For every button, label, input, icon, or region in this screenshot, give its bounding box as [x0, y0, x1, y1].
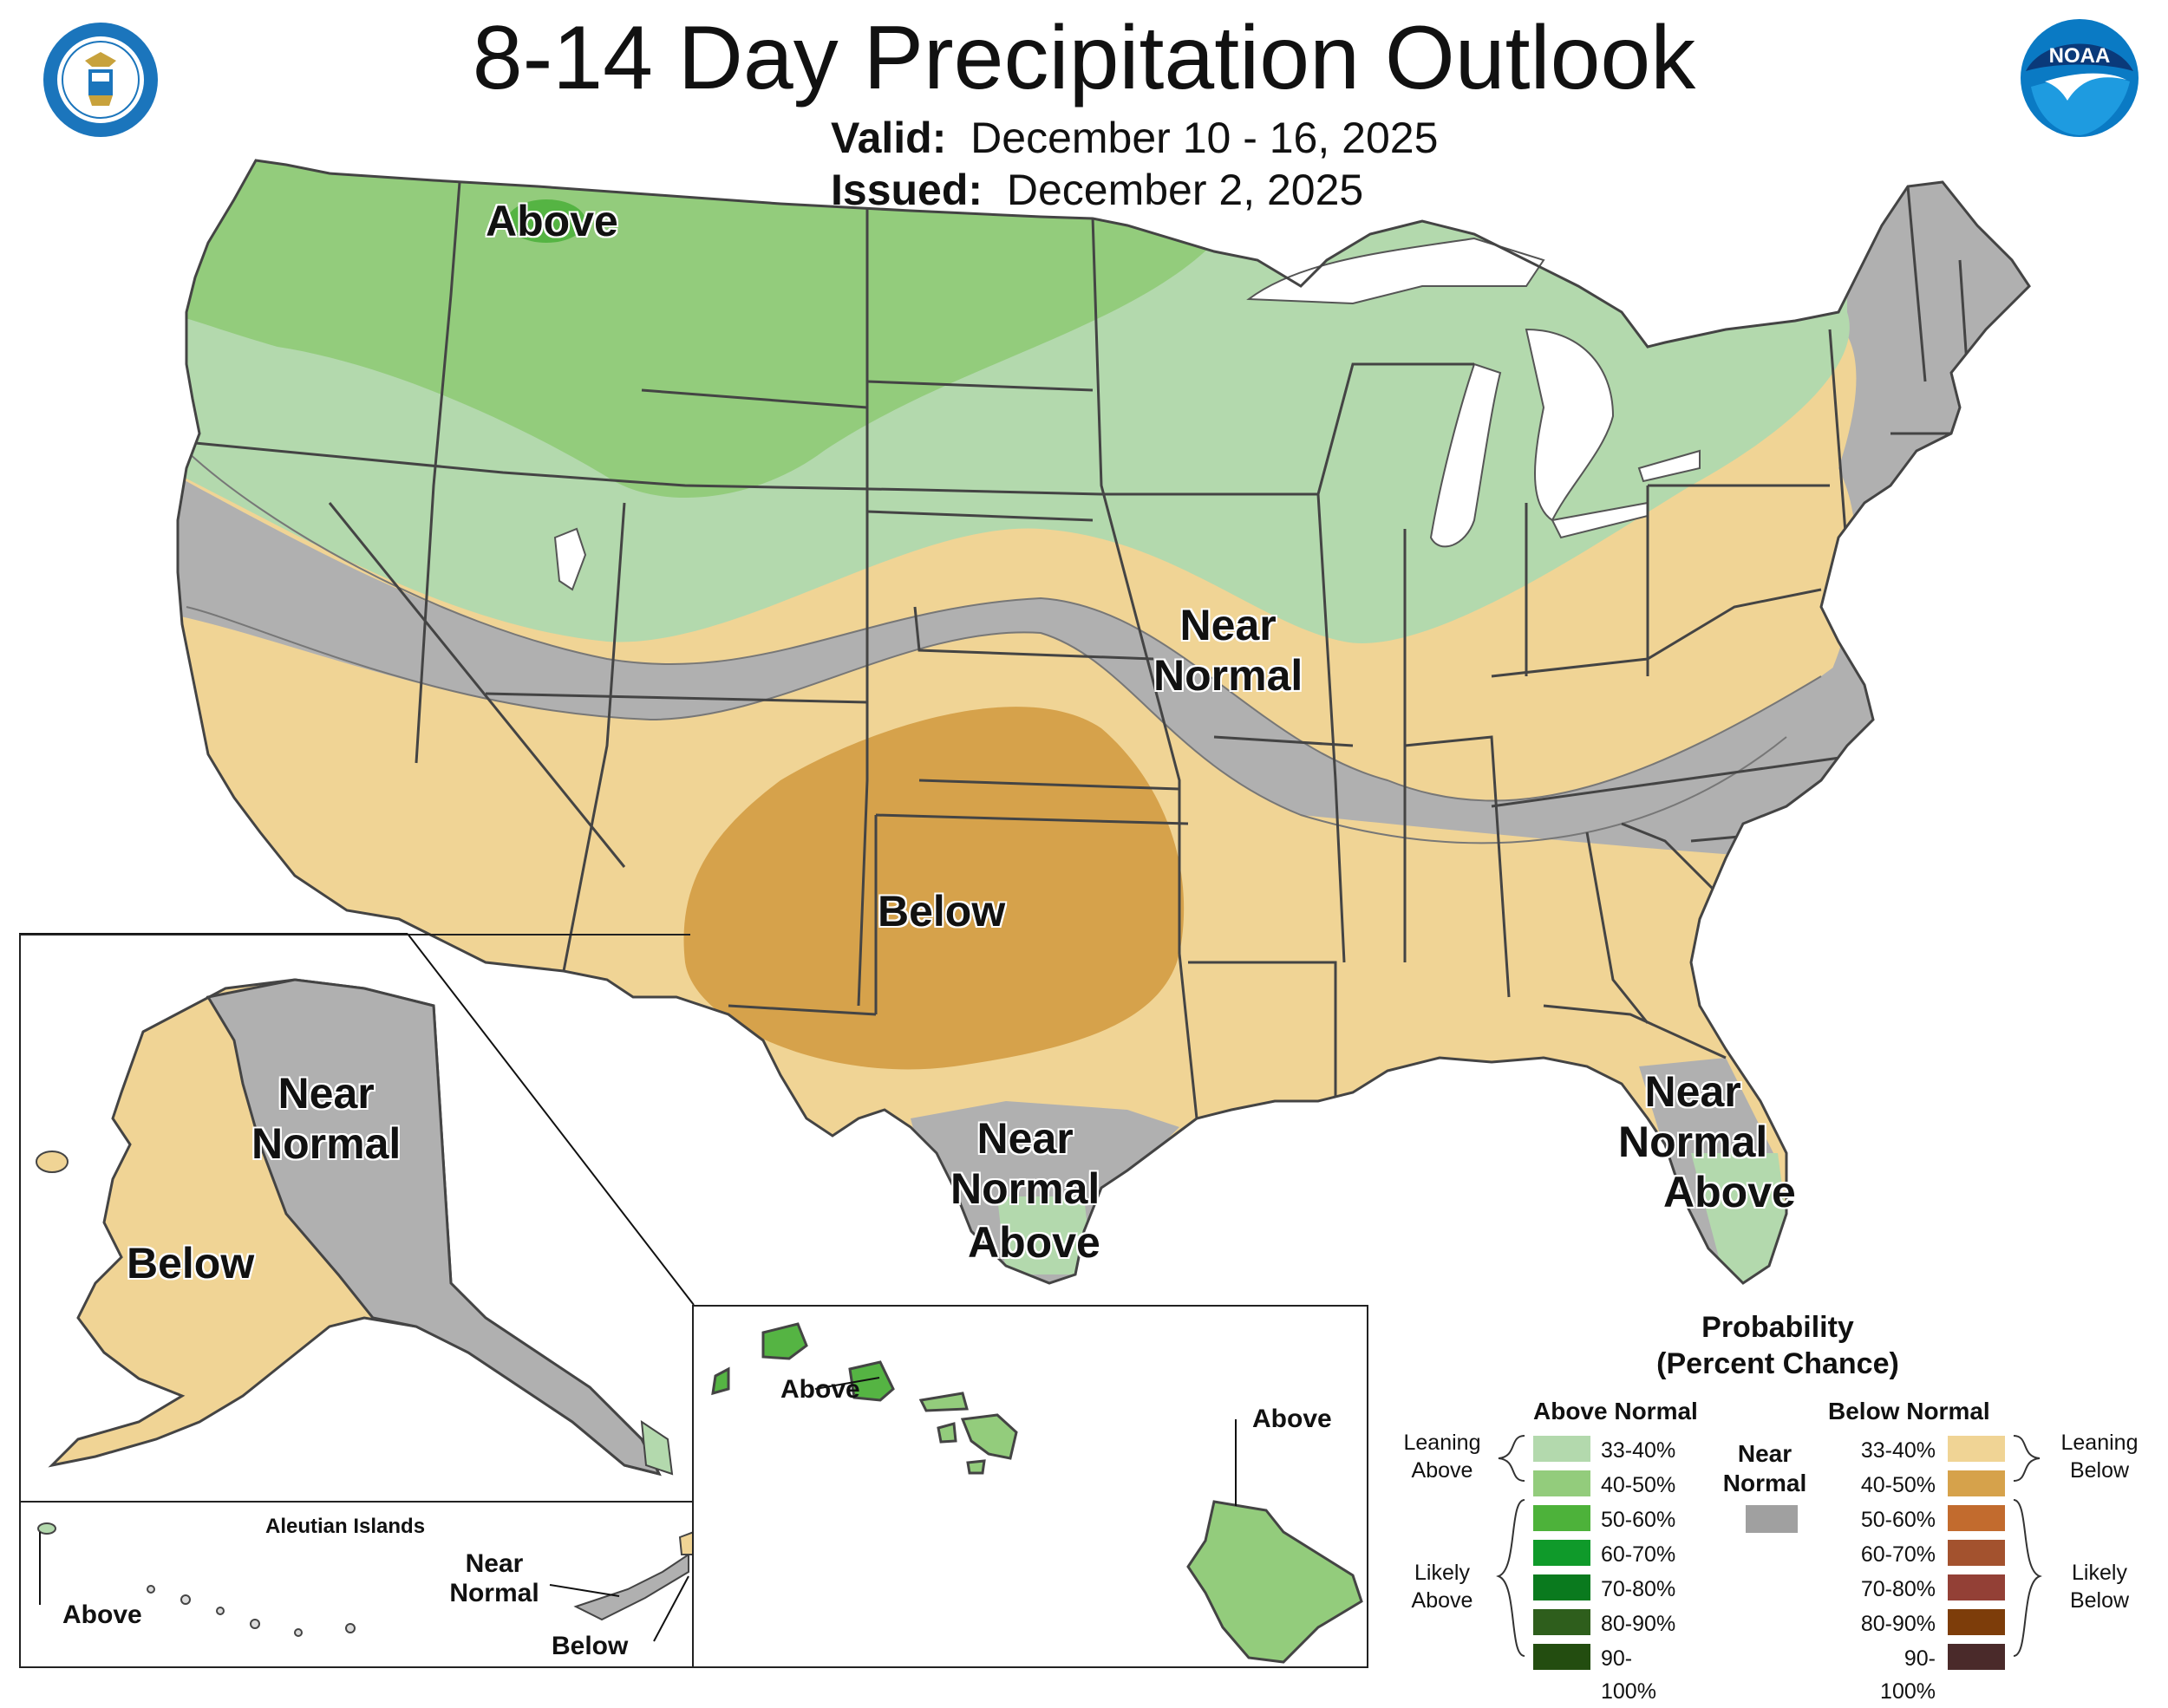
legend-above-swatch: [1533, 1644, 1590, 1670]
legend-likely-above: Likely Above: [1411, 1561, 1473, 1613]
legend-below-swatch: [1948, 1609, 2005, 1635]
legend-above-heading: Above Normal: [1533, 1398, 1698, 1424]
valid-label: Valid:: [831, 114, 947, 162]
aleutian-near-normal-label: Near Normal: [449, 1549, 539, 1607]
department-of-commerce-seal-icon: [43, 23, 158, 137]
legend-above-swatch: [1533, 1505, 1590, 1531]
big-island: [1186, 1500, 1363, 1664]
legend-near-normal-swatch: [1746, 1505, 1798, 1533]
legend-title: Probability (Percent Chance): [1630, 1309, 1925, 1382]
label-above-texas: Above: [968, 1218, 1100, 1267]
noaa-logo-text: NOAA: [2049, 44, 2111, 68]
lake-huron: [1525, 328, 1615, 522]
alaska-near-normal-zone: [206, 978, 662, 1477]
legend-below-swatch: [1948, 1644, 2005, 1670]
legend-below-range-label: 60-70%: [1860, 1542, 1936, 1567]
hawaii-inset: Above Above: [692, 1305, 1368, 1668]
legend-below-swatch: [1948, 1505, 2005, 1531]
maui: [960, 1413, 1018, 1460]
label-below-south: Below: [878, 887, 1006, 935]
legend-below-swatch: [1948, 1436, 2005, 1462]
legend-above-range-label: 70-80%: [1601, 1577, 1676, 1601]
legend-below-range-label: 33-40%: [1860, 1438, 1936, 1463]
oahu: [848, 1360, 895, 1402]
kahoolawe: [966, 1459, 986, 1475]
aleutian-above-label: Above: [62, 1600, 142, 1629]
legend: Probability (Percent Chance) Above Norma…: [1388, 1301, 2151, 1704]
legend-above-range-label: 90-100%: [1601, 1646, 1656, 1704]
label-near-normal-florida: Near Normal: [1618, 1067, 1768, 1166]
hawaii-above-label-left: Above: [780, 1375, 860, 1404]
legend-below-range-label: 90-100%: [1880, 1646, 1936, 1704]
lake-michigan: [1429, 362, 1502, 548]
zone-boundaries: [186, 450, 1822, 844]
legend-near-normal: Near Normal: [1722, 1440, 1807, 1496]
legend-leaning-above: Leaning Above: [1403, 1431, 1481, 1483]
legend-above-range-label: 80-90%: [1601, 1612, 1676, 1636]
legend-above-swatch: [1533, 1540, 1590, 1566]
alaska-inset: [19, 934, 690, 1503]
noaa-logo-icon: NOAA: [2021, 19, 2139, 137]
legend-below-heading: Below Normal: [1828, 1398, 1990, 1424]
conus-outline: [176, 159, 2031, 1285]
legend-below-range-label: 80-90%: [1860, 1612, 1936, 1636]
hawaii-above-label-right: Above: [1252, 1405, 1332, 1433]
legend-likely-below: Likely Below: [2069, 1561, 2130, 1613]
label-near-normal-central: Near Normal: [1153, 601, 1303, 700]
label-near-normal-texas: Near Normal: [950, 1114, 1100, 1213]
legend-below-range-label: 50-60%: [1860, 1508, 1936, 1532]
molokai: [918, 1392, 969, 1412]
label-above-north: Above: [486, 197, 618, 245]
legend-below-range-label: 40-50%: [1860, 1473, 1936, 1497]
legend-above-swatch: [1533, 1470, 1590, 1496]
lake-ontario: [1637, 449, 1701, 483]
issued-label: Issued:: [831, 166, 983, 214]
kauai: [761, 1322, 808, 1360]
label-alaska-near-normal: Near Normal: [251, 1069, 402, 1168]
legend-above-swatch: [1533, 1574, 1590, 1600]
issued-value: December 2, 2025: [1006, 166, 1364, 214]
valid-dates: Valid: December 10 - 16, 2025: [831, 111, 1438, 165]
legend-above-range-label: 40-50%: [1601, 1473, 1676, 1497]
aleutian-inset-title: Aleutian Islands: [265, 1515, 426, 1538]
legend-below-swatch: [1948, 1574, 2005, 1600]
label-above-florida: Above: [1663, 1168, 1796, 1216]
lake-superior: [1246, 237, 1545, 305]
aleutian-inset: Aleutian Islands Above Near Normal Below: [19, 1501, 695, 1668]
legend-above-range-label: 50-60%: [1601, 1508, 1676, 1532]
legend-below-range-label: 70-80%: [1860, 1577, 1936, 1601]
hawaii-islands-svg: [711, 1322, 1363, 1664]
legend-title-line1: Probability: [1701, 1311, 1854, 1344]
legend-leaning-below: Leaning Below: [2060, 1431, 2139, 1483]
legend-title-line2: (Percent Chance): [1656, 1347, 1899, 1380]
lanai: [937, 1422, 957, 1444]
aleutian-below-label: Below: [552, 1632, 629, 1660]
legend-below-swatch: [1948, 1540, 2005, 1566]
aleutian-islands-svg: [37, 1522, 694, 1642]
legend-braces: [1496, 1435, 2042, 1657]
header: 8-14 Day Precipitation Outlook Valid: De…: [0, 0, 2168, 225]
valid-value: December 10 - 16, 2025: [970, 114, 1439, 162]
legend-above-swatch: [1533, 1436, 1590, 1462]
legend-above-range-label: 33-40%: [1601, 1438, 1676, 1463]
legend-above-range-label: 60-70%: [1601, 1542, 1676, 1567]
great-salt-lake: [553, 527, 587, 591]
legend-above-swatch: [1533, 1609, 1590, 1635]
legend-below-swatch: [1948, 1470, 2005, 1496]
page-title: 8-14 Day Precipitation Outlook: [472, 8, 1696, 108]
niihau: [711, 1366, 730, 1396]
label-alaska-below: Below: [127, 1239, 255, 1288]
issued-date: Issued: December 2, 2025: [831, 163, 1363, 217]
